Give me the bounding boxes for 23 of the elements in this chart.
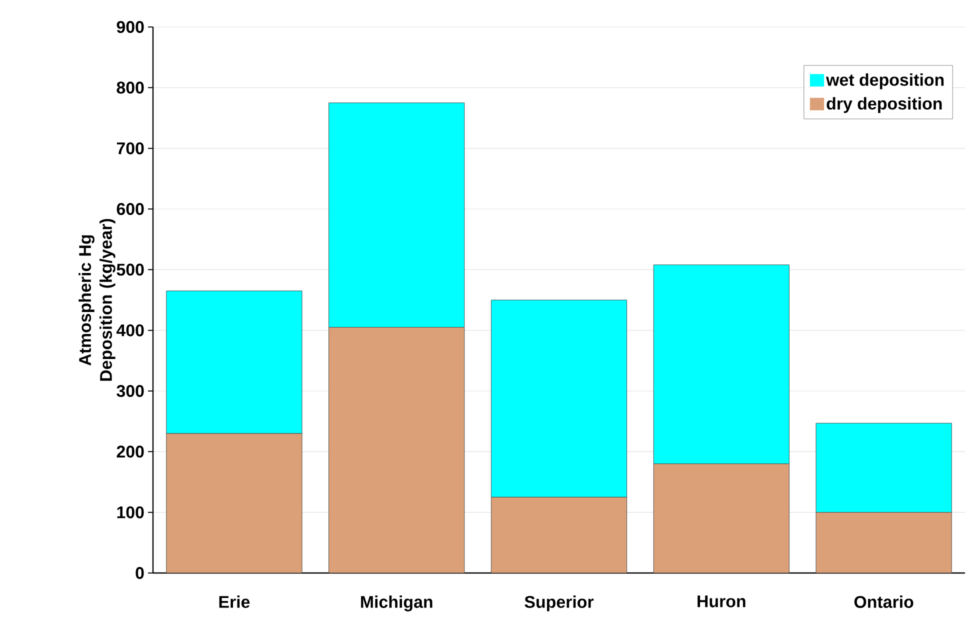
- x-tick-label: Superior: [524, 596, 594, 612]
- x-tick-label: Huron: [698, 596, 746, 608]
- x-tick-label: Ontario: [854, 596, 914, 608]
- y-tick-label: 100: [117, 506, 144, 518]
- x-tick-label: Erie: [219, 596, 250, 608]
- y-tick-label: 800: [116, 82, 144, 94]
- legend-label: dry deposition: [826, 97, 942, 113]
- y-tick-label: 600: [116, 203, 144, 216]
- x-tick-label: Michigan: [361, 596, 432, 612]
- legend-label: wet deposition: [826, 73, 944, 90]
- bar: [166, 433, 302, 573]
- bar: [490, 496, 628, 573]
- bar: [653, 464, 790, 573]
- bar: [328, 327, 465, 573]
- y-tick-label: 500: [116, 264, 144, 276]
- y-tick-label: 200: [116, 446, 144, 458]
- bar: [816, 512, 952, 573]
- y-tick-label: 900: [116, 21, 144, 34]
- y-tick-label: 0: [136, 567, 144, 579]
- y-axis-title: Atmospheric Hg Deposition (kg/year): [78, 218, 116, 381]
- y-tick-label: 400: [116, 324, 144, 336]
- y-tick-label: 700: [116, 142, 144, 154]
- y-tick-label: 300: [116, 384, 144, 398]
